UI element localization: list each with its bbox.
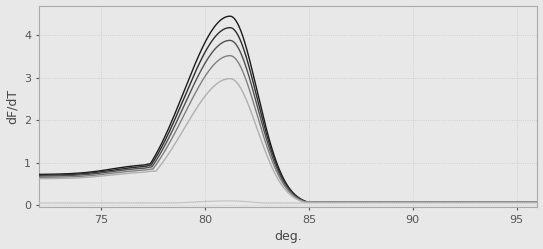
- Y-axis label: dF/dT: dF/dT: [5, 89, 18, 124]
- X-axis label: deg.: deg.: [274, 230, 302, 244]
